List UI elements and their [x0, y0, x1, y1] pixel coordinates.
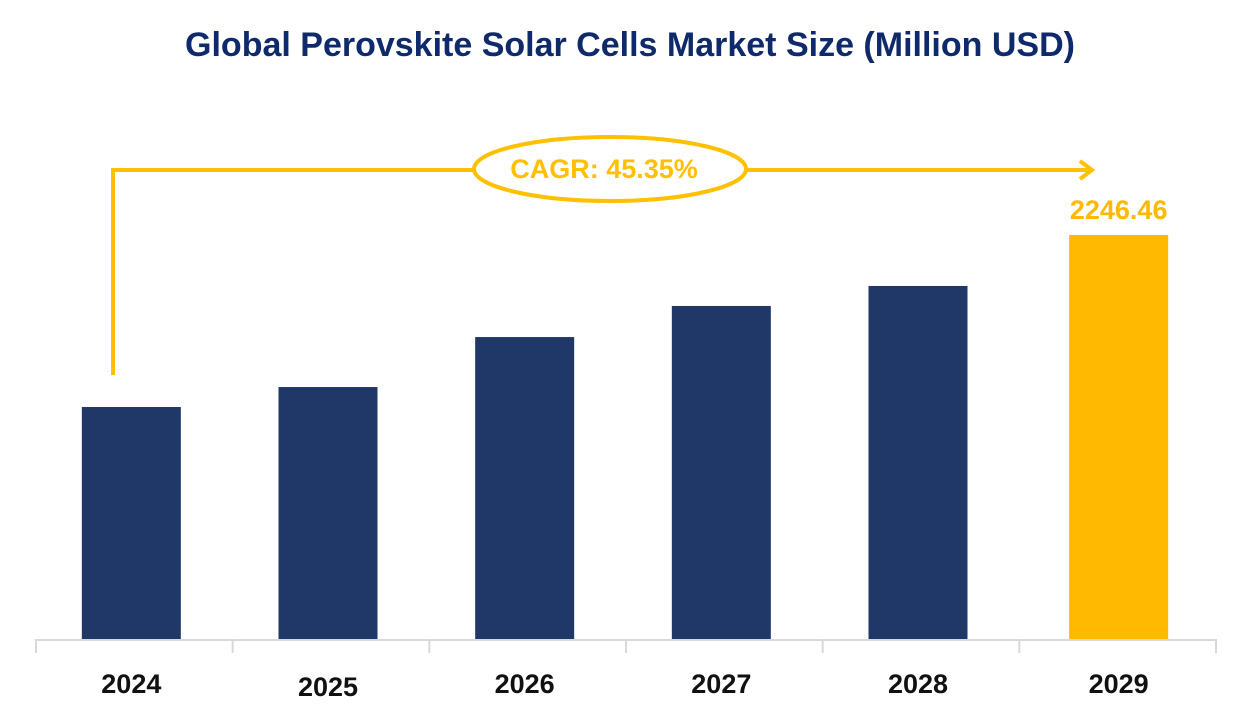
bar-2027: [671, 305, 771, 639]
x-tick-label: 2027: [691, 669, 751, 699]
bar-2028: [868, 285, 968, 639]
x-tick-label: 2024: [101, 669, 161, 699]
cagr-label: CAGR: 45.35%: [510, 154, 698, 184]
bar-2029: [1069, 235, 1169, 639]
bar-2026: [475, 337, 575, 639]
x-tick-label: 2026: [495, 669, 555, 699]
x-axis: 2024 2025 2026 2027 2028 2029: [35, 639, 1217, 702]
cagr-ellipse: [472, 135, 748, 203]
bar-2025: [278, 387, 378, 639]
bar-2024: [81, 407, 181, 639]
arrow-head-icon: [1078, 159, 1096, 181]
cagr-annotation: CAGR: 45.35%: [111, 135, 1096, 375]
x-tick-label: 2025: [298, 672, 358, 702]
cagr-arrow-line: [111, 168, 475, 375]
x-tick-label: 2029: [1089, 669, 1149, 699]
chart-title: Global Perovskite Solar Cells Market Siz…: [185, 26, 1075, 64]
x-tick-label: 2028: [888, 669, 948, 699]
data-label: 2246.46: [1070, 195, 1168, 225]
